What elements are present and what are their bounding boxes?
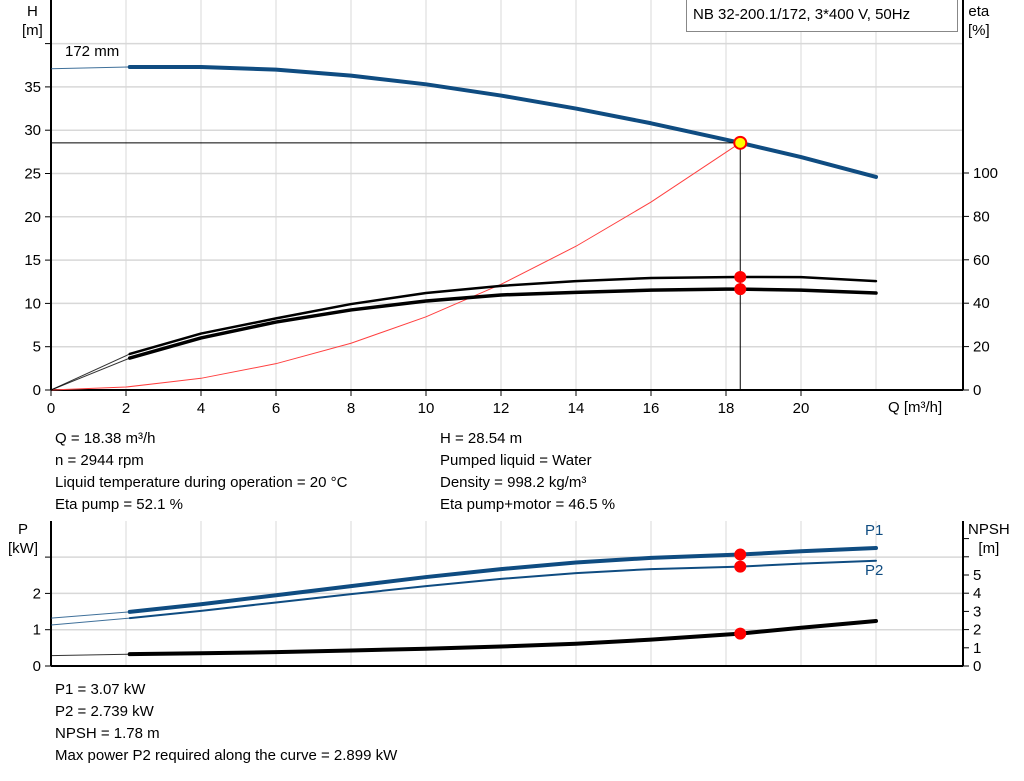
p2-curve (128, 559, 877, 620)
y2-tick-label: 20 (973, 339, 990, 356)
eta-pump-duty-point (734, 270, 747, 283)
chart-title: NB 32-200.1/172, 3*400 V, 50Hz (693, 6, 911, 23)
y-tick-label: 20 (24, 209, 41, 226)
x-tick-label: 20 (793, 400, 810, 417)
temperature-value: Liquid temperature during operation = 20… (55, 474, 348, 491)
x-tick-label: 2 (122, 400, 130, 417)
liquid-value: Pumped liquid = Water (440, 452, 592, 469)
y-tick-label: 5 (33, 339, 41, 356)
y-tick-label: 0 (33, 382, 41, 399)
p2-curve-extension (50, 617, 130, 626)
npsh-curve (127, 619, 878, 657)
x-tick-label: 10 (418, 400, 435, 417)
p1-duty-point (734, 548, 747, 561)
y2-tick-label: 80 (973, 208, 990, 225)
impeller-label: 172 mm (65, 43, 120, 60)
eta-axis-label: eta [%] (968, 3, 990, 39)
h-curve (127, 64, 878, 179)
eta-pump-value: Eta pump = 52.1 % (55, 496, 183, 513)
system-curve (50, 142, 741, 391)
p2-duty-point (734, 560, 747, 573)
duty-point-marker (733, 135, 748, 150)
flow-value: Q = 18.38 m³/h (55, 430, 156, 447)
y2-tick-label: 100 (973, 165, 998, 182)
p2-label: P2 (865, 562, 884, 579)
x-tick-label: 18 (718, 400, 735, 417)
y-tick-label: 10 (24, 295, 41, 312)
npsh-duty-point (734, 627, 747, 640)
y2-tick-label: 1 (973, 640, 981, 657)
speed-value: n = 2944 rpm (55, 452, 144, 469)
y-tick-label: 35 (24, 79, 41, 96)
y2-tick-label: 0 (973, 382, 981, 399)
p1-curve-extension (50, 611, 130, 619)
y2-tick-label: 0 (973, 658, 981, 675)
y2-tick-label: 40 (973, 295, 990, 312)
chart-title-box: NB 32-200.1/172, 3*400 V, 50Hz (686, 0, 958, 32)
x-tick-label: 6 (272, 400, 280, 417)
eta-pump-curve (128, 275, 878, 356)
eta-total-value: Eta pump+motor = 46.5 % (440, 496, 616, 513)
h-axis-label: H [m] (22, 3, 43, 39)
x-tick-label: 16 (643, 400, 660, 417)
head-value: H = 28.54 m (440, 430, 523, 447)
info-bottom: P1 = 3.07 kW P2 = 2.739 kW NPSH = 1.78 m… (55, 679, 397, 767)
y2-tick-label: 4 (973, 585, 981, 602)
eta-pump-curve-extension (50, 353, 130, 391)
p2-value: P2 = 2.739 kW (55, 703, 154, 720)
npsh-value: NPSH = 1.78 m (55, 725, 160, 742)
y-tick-label: 2 (33, 585, 41, 602)
p1-curve (127, 546, 878, 614)
density-value: Density = 998.2 kg/m³ (440, 474, 587, 491)
q-axis-label: Q [m³/h] (888, 399, 943, 416)
eta-total-duty-point (734, 283, 747, 296)
y2-tick-label: 3 (973, 603, 981, 620)
y-tick-label: 15 (24, 252, 41, 269)
y-tick-label: 1 (33, 622, 41, 639)
y2-tick-label: 5 (973, 567, 981, 584)
x-tick-label: 14 (568, 400, 585, 417)
npsh-curve-extension (50, 653, 130, 657)
p-axis-label: P [kW] (8, 521, 38, 557)
max-p2-value: Max power P2 required along the curve = … (55, 747, 398, 764)
npsh-axis-label: NPSH [m] (968, 521, 1010, 557)
x-tick-label: 0 (47, 400, 55, 417)
x-tick-label: 4 (197, 400, 205, 417)
y-tick-label: 0 (33, 658, 41, 675)
eta-pump-motor-curve-extension (50, 357, 130, 391)
y2-tick-label: 60 (973, 252, 990, 269)
y2-tick-label: 2 (973, 622, 981, 639)
y-tick-label: 25 (24, 166, 41, 183)
p1-value: P1 = 3.07 kW (55, 681, 146, 698)
info-right: H = 28.54 m Pumped liquid = Water Densit… (440, 428, 615, 516)
h-curve-extension (50, 66, 130, 70)
x-tick-label: 12 (493, 400, 510, 417)
x-tick-label: 8 (347, 400, 355, 417)
info-left: Q = 18.38 m³/h n = 2944 rpm Liquid tempe… (55, 428, 347, 516)
y-tick-label: 30 (24, 122, 41, 139)
p1-label: P1 (865, 522, 884, 539)
eta-pump-motor-curve (128, 287, 878, 360)
